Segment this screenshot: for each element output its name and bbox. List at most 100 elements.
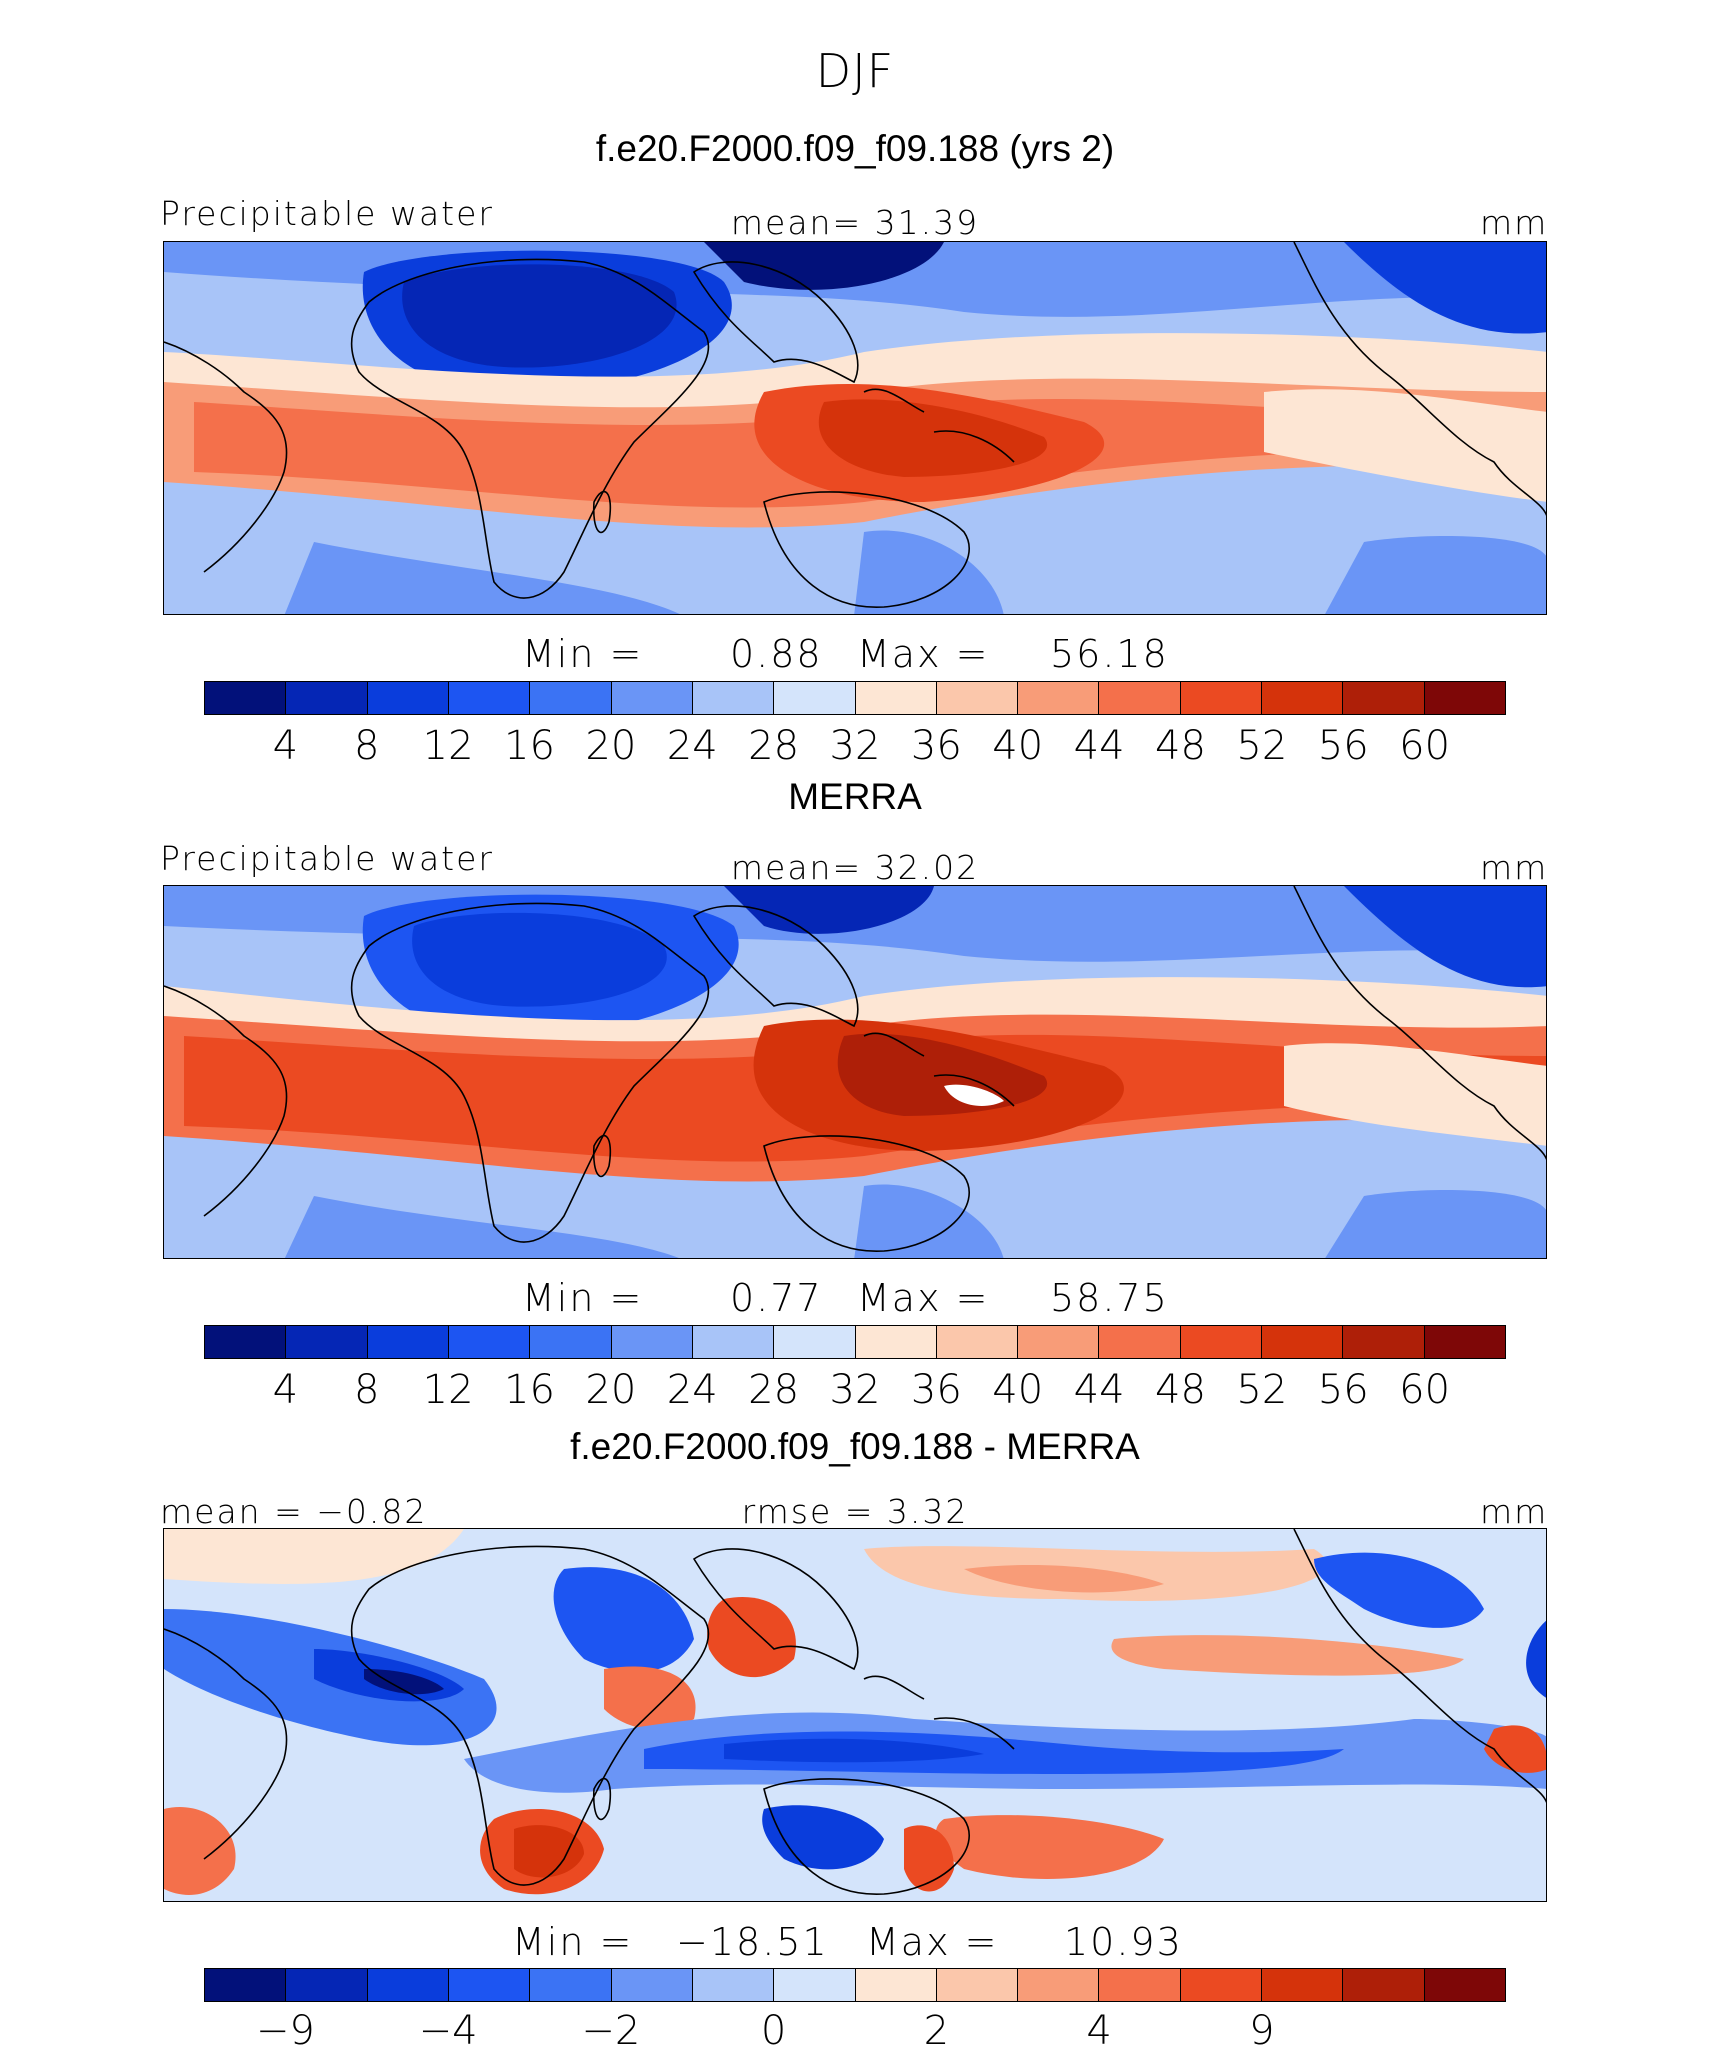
colorbar-swatch [692, 1326, 775, 1358]
colorbar-swatch [1343, 1326, 1425, 1358]
panel-2-map [163, 885, 1547, 1259]
colorbar-swatch [530, 682, 612, 714]
colorbar-swatch [1424, 1969, 1505, 2001]
colorbar-swatch [530, 1969, 612, 2001]
colorbar-swatch [1099, 1969, 1181, 2001]
colorbar-swatch [530, 1326, 612, 1358]
panel-1-map [163, 241, 1547, 615]
season-title: DJF [815, 44, 895, 98]
colorbar-swatch [367, 1326, 449, 1358]
panel-3-units-label: mm [1480, 1492, 1549, 1531]
panel-2-min-label: Min = [522, 1276, 644, 1320]
colorbar-tick-label: 36 [910, 1367, 962, 1413]
panel-3-map [163, 1528, 1547, 1902]
colorbar-tick-label: 20 [585, 723, 637, 769]
colorbar-swatch [936, 1969, 1019, 2001]
colorbar-swatch [448, 1969, 531, 2001]
colorbar-swatch [448, 1326, 531, 1358]
colorbar-swatch [205, 1326, 287, 1358]
colorbar-swatch [855, 1326, 937, 1358]
colorbar-tick-label: 44 [1073, 1367, 1125, 1413]
panel-3-max-value: 10.93 [1064, 1920, 1183, 1964]
colorbar-tick-label: 16 [504, 723, 555, 769]
panel-2-field-svg [164, 886, 1546, 1258]
colorbar-swatch [286, 1969, 368, 2001]
colorbar-tick-label: 32 [829, 1367, 881, 1413]
colorbar-swatch [774, 1326, 856, 1358]
colorbar-tick-label: 16 [504, 1367, 555, 1413]
colorbar-tick-label: −9 [255, 2008, 315, 2054]
colorbar-tick-label: 48 [1155, 1367, 1206, 1413]
panel-3-colorbar [204, 1968, 1506, 2002]
colorbar-tick-label: 4 [272, 1367, 299, 1413]
colorbar-swatch [1180, 1969, 1263, 2001]
colorbar-swatch [1262, 1326, 1344, 1358]
panel-2-variable-label: Precipitable water [160, 839, 494, 878]
colorbar-swatch [205, 682, 287, 714]
panel-3-title: f.e20.F2000.f09_f09.188 - MERRA [570, 1426, 1140, 1467]
colorbar-tick-label: 60 [1399, 723, 1451, 769]
colorbar-swatch [367, 1969, 449, 2001]
panel-2-max-value: 58.75 [1050, 1276, 1169, 1320]
colorbar-tick-label: 48 [1155, 723, 1206, 769]
panel-1-variable-label: Precipitable water [160, 194, 494, 233]
panel-3-min-label: Min = [512, 1920, 634, 1964]
colorbar-tick-label: 12 [422, 723, 474, 769]
colorbar-tick-label: 56 [1317, 1367, 1369, 1413]
colorbar-swatch [1424, 682, 1505, 714]
colorbar-swatch [611, 682, 693, 714]
colorbar-swatch [1424, 1326, 1505, 1358]
colorbar-tick-label: 60 [1399, 1367, 1451, 1413]
colorbar-tick-label: 32 [829, 723, 881, 769]
colorbar-swatch [286, 682, 368, 714]
panel-1-title: f.e20.F2000.f09_f09.188 (yrs 2) [595, 128, 1115, 169]
colorbar-swatch [1018, 1326, 1100, 1358]
colorbar-swatch [1343, 682, 1425, 714]
panel-3-min-value: −18.51 [676, 1920, 829, 1964]
panel-2-colorbar [204, 1325, 1506, 1359]
colorbar-swatch [367, 682, 449, 714]
colorbar-tick-label: 24 [666, 723, 718, 769]
colorbar-tick-label: −4 [418, 2008, 478, 2054]
panel-2-title: MERRA [788, 776, 922, 817]
colorbar-tick-label: 56 [1317, 723, 1369, 769]
colorbar-swatch [611, 1969, 693, 2001]
panel-2-units-label: mm [1480, 848, 1549, 887]
colorbar-tick-label: 40 [992, 1367, 1044, 1413]
colorbar-tick-label: 2 [923, 2008, 950, 2054]
colorbar-tick-label: 8 [354, 1367, 380, 1413]
colorbar-swatch [855, 1969, 937, 2001]
panel-1-colorbar [204, 681, 1506, 715]
colorbar-swatch [1099, 682, 1181, 714]
colorbar-swatch [1180, 682, 1263, 714]
colorbar-swatch [1262, 682, 1344, 714]
panel-1-max-label: Max = [857, 632, 990, 676]
colorbar-swatch [1343, 1969, 1425, 2001]
panel-2-max-label: Max = [857, 1276, 990, 1320]
colorbar-tick-label: −2 [581, 2008, 641, 2054]
colorbar-swatch [1262, 1969, 1344, 2001]
colorbar-tick-label: 40 [992, 723, 1044, 769]
panel-3-mean-label: mean = −0.82 [160, 1492, 428, 1531]
colorbar-tick-label: 12 [422, 1367, 474, 1413]
colorbar-tick-label: 36 [910, 723, 962, 769]
colorbar-swatch [611, 1326, 693, 1358]
colorbar-tick-label: 20 [585, 1367, 637, 1413]
colorbar-tick-label: 8 [354, 723, 380, 769]
colorbar-swatch [1180, 1326, 1263, 1358]
colorbar-swatch [855, 682, 937, 714]
colorbar-swatch [692, 1969, 775, 2001]
panel-2-mean-label: mean= 32.02 [730, 848, 980, 887]
panel-3-rmse-label: rmse = 3.32 [741, 1492, 969, 1531]
colorbar-tick-label: 28 [748, 1367, 800, 1413]
colorbar-swatch [774, 682, 856, 714]
panel-3-field-svg [164, 1529, 1546, 1901]
panel-1-units-label: mm [1480, 203, 1549, 242]
panel-1-mean-label: mean= 31.39 [730, 203, 980, 242]
panel-2-min-value: 0.77 [730, 1276, 823, 1320]
colorbar-swatch [1018, 1969, 1100, 2001]
panel-1-field-svg [164, 242, 1546, 614]
panel-1-max-value: 56.18 [1050, 632, 1169, 676]
colorbar-swatch [692, 682, 775, 714]
colorbar-tick-label: 52 [1236, 1367, 1288, 1413]
